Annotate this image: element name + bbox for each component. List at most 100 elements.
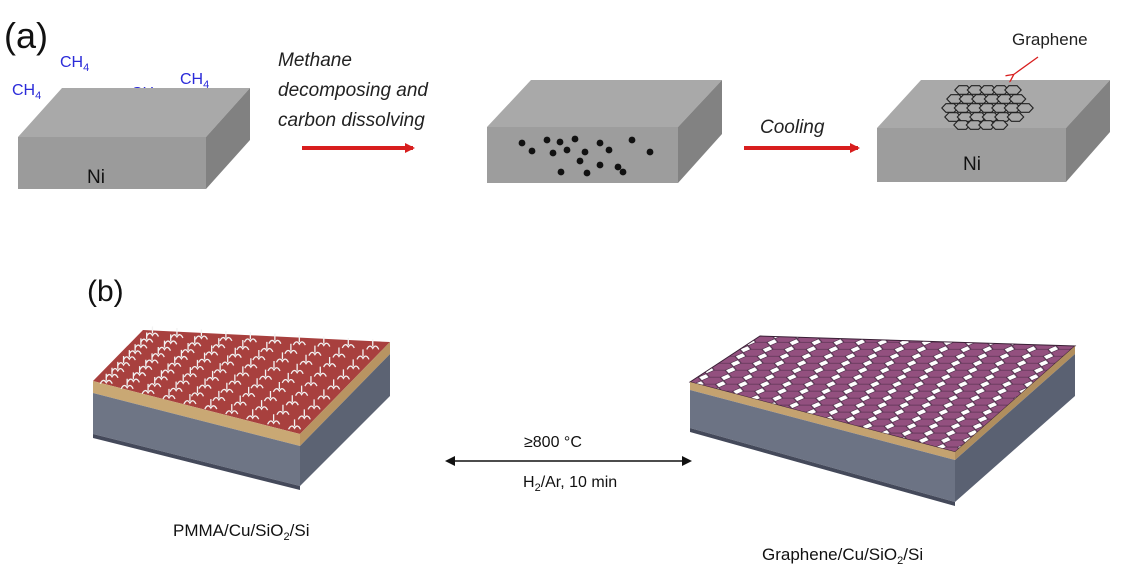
pmma-chain [213, 363, 227, 374]
graphene-hex-cell [978, 120, 996, 130]
svg-text:CH4: CH4 [60, 54, 89, 74]
pmma-chain [111, 361, 125, 373]
pmma-chain [299, 354, 313, 366]
pmma-chain [246, 409, 260, 420]
pmma-chain [281, 372, 295, 384]
pmma-chain [341, 337, 355, 349]
pmma-chain [183, 393, 197, 405]
pmma-chain [194, 329, 208, 340]
pmma-chain [170, 327, 184, 339]
pmma-chain [228, 374, 242, 385]
pmma-chain [267, 414, 281, 425]
pmma-chain [126, 372, 140, 383]
pmma-chain [145, 353, 159, 364]
condition-gas: H2/Ar, 10 min [523, 474, 617, 494]
pmma-chain [134, 338, 148, 349]
pmma-chain [188, 336, 202, 347]
pmma-chain [308, 345, 322, 356]
pmma-chain [236, 366, 250, 377]
pmma-chain [221, 355, 235, 366]
pmma-chain [244, 358, 258, 369]
pmma-chain [169, 381, 183, 392]
pmma-chain [304, 376, 318, 387]
graphene-hex-cell [953, 120, 971, 130]
right-sample-label: Graphene/Cu/SiO2/Si [762, 545, 923, 567]
left-sample-label: PMMA/Cu/SiO2/Si [173, 521, 310, 543]
pmma-chain [183, 367, 197, 378]
pmma-chain [190, 386, 205, 397]
pmma-chain [258, 369, 273, 380]
pmma-chain [139, 359, 153, 371]
pmma-chain [313, 366, 327, 377]
pmma-chain [268, 333, 282, 344]
ni-block-dissolved [487, 80, 722, 183]
pmma-chain [141, 383, 155, 395]
pmma-chain [120, 378, 134, 390]
pmma-chain [285, 395, 299, 406]
pmma-chain [157, 340, 172, 351]
pmma-chain [236, 339, 250, 351]
pmma-chain [317, 389, 331, 400]
pmma-chain [327, 379, 341, 390]
condition-temperature: ≥800 °C [524, 434, 582, 451]
pmma-chain [105, 367, 119, 379]
pmma-chain [133, 366, 147, 377]
svg-text:CH4: CH4 [180, 71, 209, 91]
pmma-chain [233, 395, 247, 406]
pmma-chain [366, 339, 380, 350]
pmma-chain [140, 332, 154, 343]
pmma-chain [212, 338, 226, 349]
pmma-chain [297, 409, 311, 420]
pmma-chain [206, 370, 220, 382]
pmma-chain [332, 347, 346, 358]
pmma-chain [205, 345, 219, 356]
pmma-chain [267, 360, 281, 372]
step1-text-line1: Methane [278, 50, 352, 71]
pmma-chain [317, 336, 331, 347]
graphene-hex-cell [1004, 85, 1022, 95]
pmma-chain [260, 341, 274, 353]
graphene-hex-cell [1006, 112, 1025, 122]
pmma-chain [255, 400, 269, 411]
svg-text:CH4: CH4 [12, 82, 41, 102]
pmma-chain [346, 359, 360, 370]
graphene-hex-cell [990, 120, 1009, 130]
pmma-chain [148, 377, 162, 388]
pmma-chain [122, 350, 136, 361]
pmma-chain [161, 363, 175, 374]
pmma-chain [212, 390, 226, 402]
pmma-chain [225, 404, 239, 415]
pmma-chain [250, 378, 264, 389]
pmma-chain [272, 381, 286, 393]
pmma-chain [307, 399, 321, 410]
graphene-hex-cell [965, 120, 984, 130]
ch4-molecule-1: CH4 [60, 54, 89, 74]
pmma-chain [276, 404, 290, 416]
pmma-chain [181, 343, 195, 354]
pmma-chain [243, 332, 257, 343]
pmma-chain [275, 352, 290, 363]
ch4-molecule-2: CH4 [12, 82, 41, 102]
pmma-chain [162, 388, 176, 400]
graphene-hex-cell [1008, 94, 1027, 104]
pmma-cu-sample [93, 330, 390, 490]
pmma-chain [220, 382, 234, 394]
pmma-chain [128, 344, 142, 355]
graphene-label: Graphene [1012, 30, 1088, 49]
pmma-molecules [99, 326, 380, 430]
pmma-chain [154, 370, 168, 381]
ni-label-initial: Ni [87, 167, 105, 188]
pmma-chain [164, 334, 178, 345]
pmma-chain [190, 359, 205, 371]
pmma-chain [204, 399, 218, 410]
pmma-chain [228, 347, 242, 358]
graphene-lattice-a [941, 85, 1034, 130]
panel-a-label: (a) [4, 15, 48, 56]
pmma-chain [263, 391, 278, 402]
pmma-chain [219, 330, 233, 342]
pmma-chain [356, 349, 370, 360]
pmma-chain [242, 386, 256, 398]
pmma-chain [116, 356, 131, 367]
pmma-chain [284, 343, 298, 355]
ni-block-initial [18, 88, 250, 189]
